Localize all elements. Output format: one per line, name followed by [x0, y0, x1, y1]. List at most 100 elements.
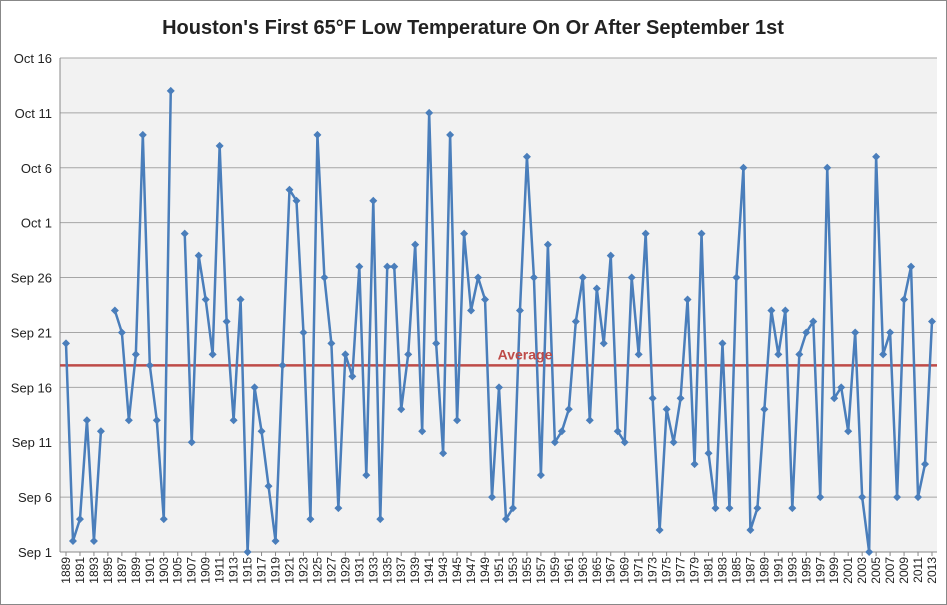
x-tick-label: 1997 [813, 557, 827, 584]
marker [641, 229, 650, 238]
marker [432, 339, 441, 348]
marker [648, 394, 657, 403]
x-tick-label: 1903 [157, 557, 171, 584]
x-tick-label: 1919 [269, 557, 283, 584]
marker [585, 416, 594, 425]
marker [138, 130, 147, 139]
x-tick-label: 1925 [310, 557, 324, 584]
x-tick-label: 1899 [129, 557, 143, 584]
marker [872, 152, 881, 161]
x-tick-label: 1975 [660, 557, 674, 584]
marker [564, 405, 573, 414]
marker [543, 240, 552, 249]
marker [739, 163, 748, 172]
marker [285, 185, 294, 194]
x-tick-label: 1955 [520, 557, 534, 584]
x-tick-label: 1963 [576, 557, 590, 584]
marker [690, 460, 699, 469]
marker [215, 141, 224, 150]
x-tick-label: 1945 [450, 557, 464, 584]
x-tick-label: 1951 [492, 557, 506, 584]
marker [194, 251, 203, 260]
marker [145, 361, 154, 370]
marker [110, 306, 119, 315]
y-tick-label: Oct 16 [14, 51, 52, 66]
y-tick-label: Sep 11 [12, 435, 52, 450]
marker [823, 163, 832, 172]
marker [837, 383, 846, 392]
marker [334, 504, 343, 513]
marker [481, 295, 490, 304]
marker [278, 361, 287, 370]
x-tick-label: 1889 [59, 557, 73, 584]
x-tick-label: 2003 [855, 557, 869, 584]
y-tick-label: Sep 6 [18, 490, 52, 505]
marker [879, 350, 888, 359]
marker [390, 262, 399, 271]
x-tick-label: 1937 [394, 557, 408, 584]
x-tick-label: 1969 [618, 557, 632, 584]
x-tick-label: 1931 [352, 557, 366, 584]
marker [166, 86, 175, 95]
marker [348, 372, 357, 381]
marker [634, 350, 643, 359]
marker [795, 350, 804, 359]
marker [676, 394, 685, 403]
x-tick-label: 1983 [715, 557, 729, 584]
marker [508, 504, 517, 513]
x-tick-label: 1959 [548, 557, 562, 584]
marker [550, 438, 559, 447]
marker [404, 350, 413, 359]
y-tick-label: Oct 11 [15, 106, 52, 121]
marker [313, 130, 322, 139]
marker [488, 493, 497, 502]
marker [341, 350, 350, 359]
marker [180, 229, 189, 238]
x-tick-label: 1929 [338, 557, 352, 584]
marker [411, 240, 420, 249]
x-tick-label: 1953 [506, 557, 520, 584]
marker [425, 108, 434, 117]
marker [788, 504, 797, 513]
marker [858, 493, 867, 502]
x-tick-label: 1989 [757, 557, 771, 584]
marker [236, 295, 245, 304]
chart-title: Houston's First 65°F Low Temperature On … [162, 17, 784, 39]
marker [557, 427, 566, 436]
x-tick-label: 1987 [743, 557, 757, 584]
marker [697, 229, 706, 238]
y-tick-label: Oct 1 [21, 216, 52, 231]
marker [865, 548, 874, 556]
marker [732, 273, 741, 282]
x-tick-label: 1915 [241, 557, 255, 584]
marker [704, 449, 713, 458]
marker [439, 449, 448, 458]
x-tick-label: 1999 [827, 557, 841, 584]
x-tick-label: 1895 [101, 557, 115, 584]
x-tick-label: 2009 [897, 557, 911, 584]
marker [760, 405, 769, 414]
x-tick-label: 1893 [87, 557, 101, 584]
x-tick-label: 1939 [408, 557, 422, 584]
x-tick-label: 1973 [646, 557, 660, 584]
x-tick-label: 1993 [785, 557, 799, 584]
marker [68, 537, 77, 546]
marker [893, 493, 902, 502]
plot-area [60, 58, 937, 552]
x-tick-label: 1905 [171, 557, 185, 584]
marker [767, 306, 776, 315]
x-tick-label: 1935 [380, 557, 394, 584]
marker [746, 526, 755, 535]
marker [781, 306, 790, 315]
x-tick-label: 1961 [562, 557, 576, 584]
y-tick-label: Sep 1 [18, 545, 52, 560]
marker [474, 273, 483, 282]
marker [669, 438, 678, 447]
marker [816, 493, 825, 502]
x-tick-label: 2005 [869, 557, 883, 584]
marker [606, 251, 615, 260]
marker [320, 273, 329, 282]
marker [460, 229, 469, 238]
marker [725, 504, 734, 513]
